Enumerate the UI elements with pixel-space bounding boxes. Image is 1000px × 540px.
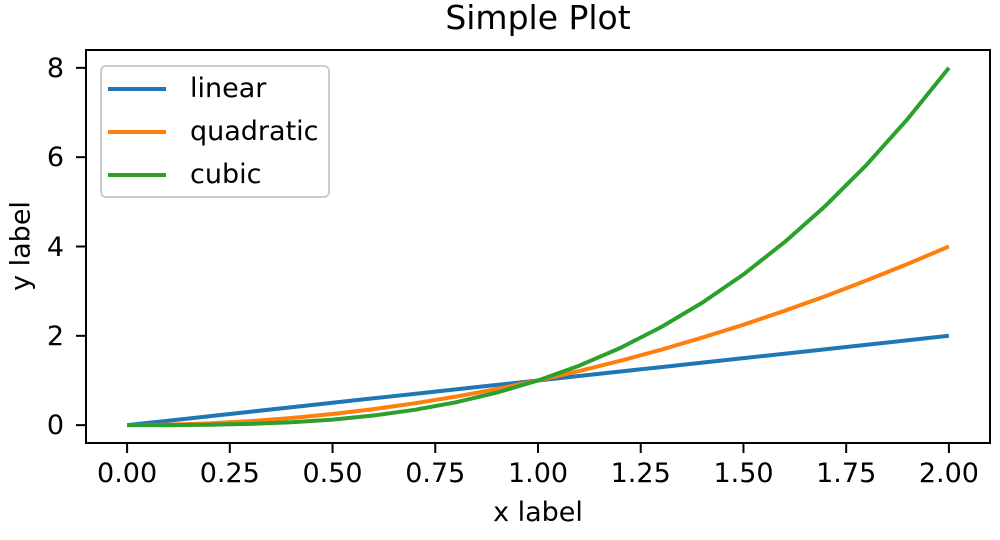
legend-label-quadratic: quadratic [190, 115, 319, 147]
x-tick-label: 0.25 [199, 458, 260, 489]
y-tick-label: 8 [46, 52, 64, 84]
x-tick-label: 1.50 [713, 458, 774, 489]
series-line-cubic [127, 66, 951, 428]
x-tick-label: 0.75 [405, 458, 466, 489]
legend: linear quadratic cubic [100, 65, 330, 198]
x-axis-label: x label [493, 497, 583, 528]
legend-swatch-cubic [108, 172, 166, 177]
x-tick-label: 0.00 [97, 458, 158, 489]
legend-label-linear: linear [190, 72, 267, 104]
y-axis-label: y label [5, 201, 37, 291]
legend-label-cubic: cubic [190, 158, 262, 190]
x-tick-label: 1.25 [610, 458, 671, 489]
legend-item-linear: linear [108, 67, 328, 110]
y-tick-label: 2 [46, 320, 64, 352]
series-line-quadratic [127, 244, 950, 428]
tick-marks-group [76, 66, 950, 453]
x-tick-label: 1.00 [507, 458, 569, 489]
curves-group [126, 66, 951, 428]
x-tick-label: 0.50 [302, 458, 363, 489]
axes-frame [85, 49, 991, 444]
legend-item-quadratic: quadratic [108, 110, 328, 153]
x-tick-label: 2.00 [918, 458, 979, 489]
legend-swatch-linear [108, 86, 166, 91]
y-tick-label: 0 [46, 410, 64, 442]
x-tick-label: 1.75 [816, 458, 877, 489]
chart-title: Simple Plot [445, 0, 631, 37]
y-tick-label: 6 [46, 142, 64, 174]
legend-swatch-quadratic [108, 129, 166, 134]
y-tick-label: 4 [46, 231, 64, 263]
legend-item-cubic: cubic [108, 153, 328, 196]
